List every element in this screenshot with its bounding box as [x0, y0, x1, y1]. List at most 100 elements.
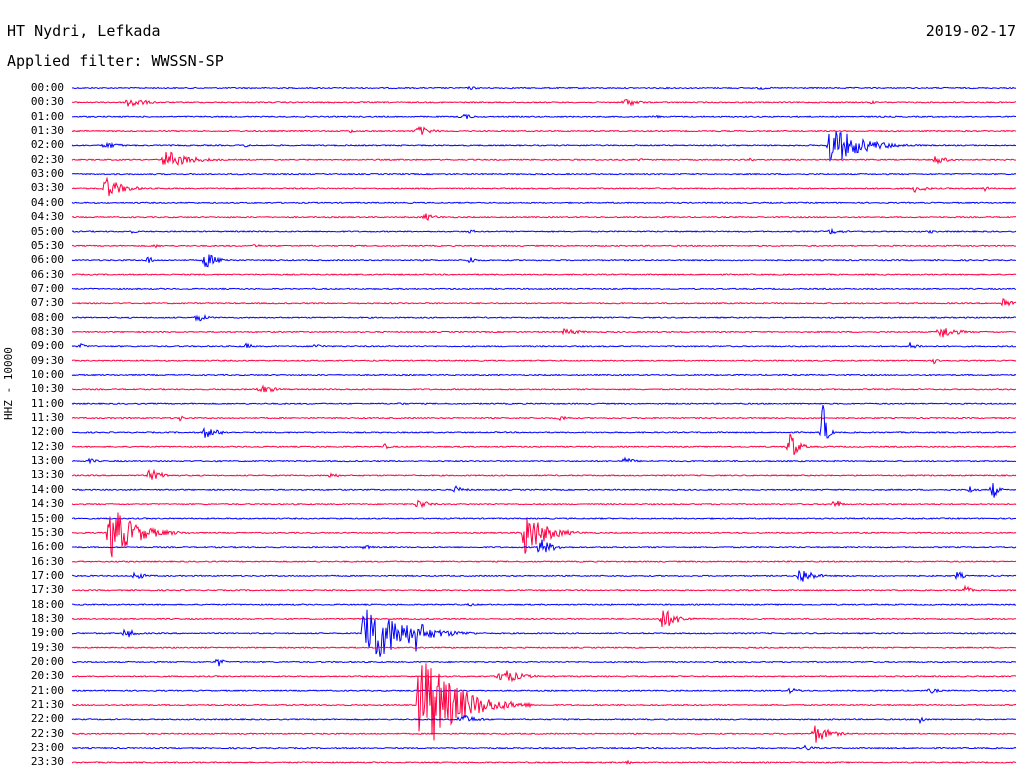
seismic-trace-line [71, 201, 1017, 205]
seismic-trace-line [71, 609, 1017, 628]
seismic-trace-line [71, 468, 1017, 480]
time-label: 20:00 [30, 655, 64, 668]
seismic-trace-line [71, 512, 1017, 558]
seismic-trace-line [71, 298, 1017, 307]
seismic-trace-line [71, 85, 1017, 91]
seismic-trace-line [71, 151, 1017, 167]
time-label: 14:00 [30, 482, 64, 496]
time-label: 21:00 [30, 683, 64, 697]
seismic-trace-line [71, 402, 1017, 406]
time-label: 23:00 [30, 741, 64, 755]
seismic-trace-line [71, 714, 1017, 725]
seismic-trace-line [71, 273, 1017, 276]
time-label: 11:30 [30, 411, 64, 425]
time-label: 07:00 [30, 281, 64, 295]
time-label: 10:30 [30, 382, 64, 396]
seismic-trace-line [71, 131, 1017, 162]
seismic-trace-line [71, 570, 1017, 582]
seismic-trace-line [71, 670, 1017, 683]
seismic-trace-line [71, 560, 1017, 563]
seismic-trace-line [71, 358, 1017, 365]
time-label: 04:30 [30, 210, 64, 224]
time-label: 12:30 [30, 439, 64, 453]
seismic-trace-line [71, 584, 1017, 593]
seismic-trace-line [71, 483, 1017, 498]
time-label: 16:00 [30, 540, 64, 554]
seismic-trace-line [71, 254, 1017, 268]
time-label: 23:30 [30, 755, 64, 769]
seismic-trace-line [71, 517, 1017, 520]
seismic-trace-line [71, 609, 1017, 657]
station-title: HT Nydri, Lefkada [7, 22, 161, 40]
time-label: 03:30 [30, 181, 64, 195]
seismic-trace-line [71, 373, 1017, 377]
time-label: 07:30 [30, 296, 64, 310]
seismic-trace-line [71, 227, 1017, 235]
seismic-trace-line [71, 602, 1017, 607]
seismic-trace-line [71, 176, 1017, 197]
time-label: 02:00 [30, 138, 64, 152]
time-label: 04:00 [30, 195, 64, 209]
seismic-trace-line [71, 658, 1017, 667]
seismic-trace-line [72, 539, 1017, 553]
time-label: 05:00 [30, 224, 64, 238]
time-label: 09:00 [30, 339, 64, 353]
seismic-trace-line [71, 687, 1017, 695]
time-label: 22:30 [30, 726, 64, 740]
time-label: 20:30 [30, 669, 64, 683]
time-label: 15:00 [30, 511, 64, 525]
time-label: 03:00 [30, 167, 64, 181]
seismic-trace-line [71, 725, 1017, 743]
time-label: 17:30 [30, 583, 64, 597]
time-label: 14:30 [30, 497, 64, 511]
time-label: 00:00 [30, 81, 64, 94]
filter-label: Applied filter: WWSSN-SP [7, 52, 224, 70]
seismic-trace-line [72, 404, 1017, 439]
time-label: 11:00 [30, 396, 64, 410]
time-label: 21:30 [30, 698, 64, 712]
seismic-trace-line [71, 456, 1017, 465]
seismic-trace-line [71, 433, 1017, 456]
time-label: 05:30 [30, 238, 64, 252]
time-axis-labels: 00:00 00:30 01:00 01:30 02:00 02:30 03:00 03:30… [0, 0, 64, 780]
time-label: 22:00 [30, 712, 64, 726]
seismic-trace-line [71, 342, 1017, 349]
seismic-trace-line [71, 499, 1017, 509]
seismic-trace-line [71, 759, 1017, 766]
seismic-trace-line [71, 663, 1016, 741]
time-label: 19:00 [30, 626, 64, 640]
seismic-trace-line [71, 415, 1017, 422]
time-label: 13:30 [30, 468, 64, 482]
time-label: 06:30 [30, 267, 64, 281]
seismic-trace-line [71, 213, 1017, 221]
seismic-trace-line [71, 744, 1017, 751]
time-label: 06:00 [30, 253, 64, 267]
seismic-trace-line [71, 287, 1017, 291]
time-label: 19:30 [30, 640, 64, 654]
time-label: 01:30 [30, 124, 64, 138]
seismic-trace-line [71, 646, 1017, 649]
time-label: 17:00 [30, 568, 64, 582]
time-label: 13:00 [30, 454, 64, 468]
seismic-trace-line [71, 328, 1017, 338]
time-label: 00:30 [30, 95, 64, 109]
time-label: 01:00 [30, 109, 64, 123]
seismic-trace-line [72, 384, 1017, 393]
time-label: 18:00 [30, 597, 64, 611]
time-label: 08:00 [30, 310, 64, 324]
seismic-trace-line [71, 113, 1017, 120]
time-label: 18:30 [30, 611, 64, 625]
seismic-trace-line [71, 243, 1017, 249]
seismic-trace-line [71, 125, 1017, 135]
time-label: 09:30 [30, 353, 64, 367]
time-label: 10:00 [30, 368, 64, 381]
time-label: 02:30 [30, 152, 64, 166]
time-label: 15:30 [30, 525, 64, 539]
time-label: 12:00 [30, 425, 64, 439]
seismic-trace-line [71, 313, 1017, 322]
date-label: 2019-02-17 [925, 22, 1016, 40]
seismic-trace-line [71, 99, 1016, 107]
time-label: 08:30 [30, 324, 64, 338]
seismic-trace-line [71, 172, 1017, 176]
